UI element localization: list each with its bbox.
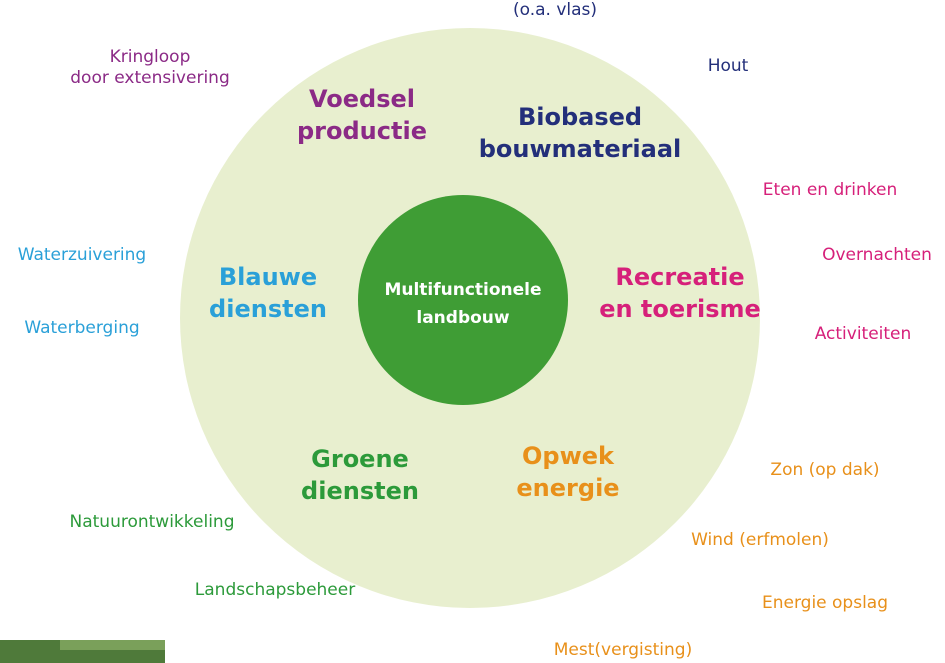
category-title: Recreatie <box>615 263 744 291</box>
diagram: Multifunctionele landbouw Voedsel product… <box>0 0 945 663</box>
center-label: Multifunctionele <box>384 280 541 300</box>
category-item: Energie opslag <box>762 593 888 613</box>
category-title: Opwek <box>522 442 615 470</box>
category-title: Groene <box>311 445 409 473</box>
category-item: Waterzuivering <box>18 245 146 265</box>
category-item: Zon (op dak) <box>770 460 879 480</box>
category-item: door extensivering <box>70 68 229 88</box>
category-title: Voedsel <box>309 85 415 113</box>
category-item: Natuurontwikkeling <box>70 512 235 532</box>
category-item: Kringloop <box>110 47 191 67</box>
category-title: diensten <box>301 477 419 505</box>
photo-detail <box>60 640 165 650</box>
category-item: Mest(vergisting) <box>554 640 692 660</box>
category-item: Wind (erfmolen) <box>691 530 829 550</box>
center-circle <box>358 195 568 405</box>
category-title: diensten <box>209 295 327 323</box>
category-title: bouwmateriaal <box>479 135 682 163</box>
page: Multifunctionele landbouw Voedsel product… <box>0 0 945 663</box>
center-label: landbouw <box>416 308 510 328</box>
category-title: energie <box>516 474 619 502</box>
category-item: Eten en drinken <box>763 180 897 200</box>
category-item: Overnachten <box>822 245 932 265</box>
category-title: Blauwe <box>219 263 317 291</box>
category-item: Hout <box>708 56 749 76</box>
category-item: Waterberging <box>24 318 139 338</box>
category-title: productie <box>297 117 427 145</box>
category-item: (o.a. vlas) <box>513 0 597 20</box>
category-item: Activiteiten <box>815 324 912 344</box>
category-title: en toerisme <box>599 295 761 323</box>
category-title: Biobased <box>518 103 642 131</box>
category-item: Landschapsbeheer <box>195 580 355 600</box>
